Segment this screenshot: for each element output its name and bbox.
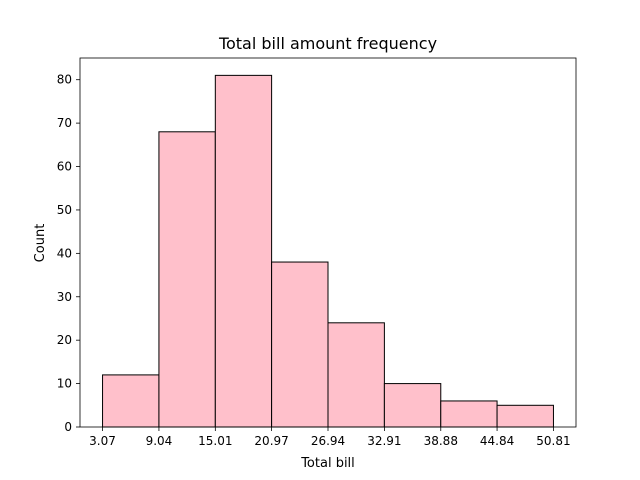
y-tick-label: 70 — [57, 116, 72, 130]
x-tick-label: 50.81 — [536, 434, 570, 448]
y-tick-label: 0 — [64, 420, 72, 434]
x-tick-label: 26.94 — [311, 434, 345, 448]
histogram-bar — [496, 404, 554, 428]
x-tick-label: 15.01 — [198, 434, 232, 448]
x-tick-label: 44.84 — [480, 434, 514, 448]
histogram-bar — [158, 131, 216, 428]
y-axis: 0 10 20 30 40 50 60 70 80 — [57, 73, 80, 434]
y-axis-label: Count — [33, 224, 48, 263]
y-tick-label: 50 — [57, 203, 72, 217]
histogram-bar — [383, 383, 442, 428]
histogram-bar — [271, 261, 329, 428]
x-axis-label: Total bill — [300, 456, 355, 471]
histogram-bar — [102, 374, 160, 428]
y-tick-label: 80 — [57, 73, 72, 87]
chart-title: Total bill amount frequency — [218, 34, 437, 53]
y-tick-label: 20 — [57, 333, 72, 347]
y-tick-label: 60 — [57, 160, 72, 174]
y-tick-label: 40 — [57, 246, 72, 260]
y-tick-label: 10 — [57, 377, 72, 391]
x-axis: 3.07 9.04 15.01 20.97 26.94 32.91 38.88 44.84 50… — [89, 427, 571, 448]
y-tick-label: 30 — [57, 290, 72, 304]
bars-group — [102, 74, 554, 428]
histogram-bar — [440, 400, 498, 428]
x-tick-label: 38.88 — [424, 434, 458, 448]
x-tick-label: 3.07 — [89, 434, 116, 448]
x-tick-label: 9.04 — [146, 434, 173, 448]
x-tick-label: 32.91 — [367, 434, 401, 448]
x-tick-label: 20.97 — [254, 434, 288, 448]
histogram-bar — [327, 322, 385, 428]
histogram-bar — [214, 74, 273, 428]
